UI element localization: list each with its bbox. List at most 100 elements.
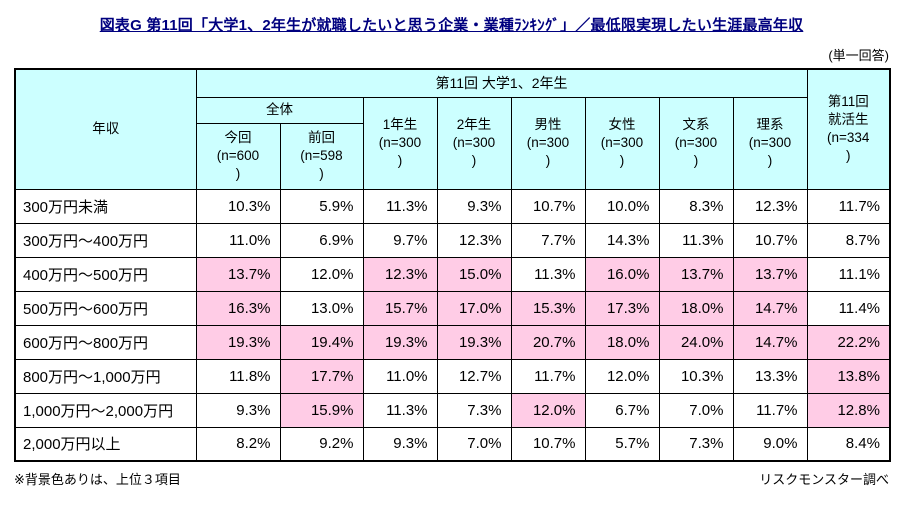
- value-cell: 10.3%: [195, 188, 281, 224]
- value-cell: 24.0%: [658, 324, 734, 360]
- value-cell: 11.1%: [806, 256, 891, 292]
- value-cell: 7.3%: [658, 426, 734, 462]
- value-cell: 16.0%: [584, 256, 660, 292]
- value-cell: 11.7%: [806, 188, 891, 224]
- value-cell: 9.3%: [436, 188, 512, 224]
- highlight-footnote: ※背景色ありは、上位３項目: [14, 472, 181, 487]
- value-cell: 6.7%: [584, 392, 660, 428]
- value-cell: 11.8%: [195, 358, 281, 394]
- column-header-shukatsusei: 第11回 就活生 (n=334 ): [806, 68, 891, 190]
- value-cell: 9.3%: [362, 426, 438, 462]
- value-cell: 19.3%: [436, 324, 512, 360]
- table-row: 400万円～500万円 13.7% 12.0% 12.3% 15.0% 11.3% 16.0…: [14, 256, 891, 292]
- value-cell: 20.7%: [510, 324, 586, 360]
- value-cell: 19.3%: [195, 324, 281, 360]
- header-row-3: 今回 (n=600 ) 前回 (n=598 ): [15, 122, 890, 190]
- value-cell: 13.7%: [195, 256, 281, 292]
- table-body: 300万円未満 10.3% 5.9% 11.3% 9.3% 10.7% 10.0% 8.3% 1…: [14, 188, 891, 462]
- value-cell: 12.3%: [732, 188, 808, 224]
- value-cell: 12.0%: [584, 358, 660, 394]
- value-cell: 15.3%: [510, 290, 586, 326]
- value-cell: 16.3%: [195, 290, 281, 326]
- value-cell: 12.0%: [510, 392, 586, 428]
- value-cell: 9.3%: [195, 392, 281, 428]
- value-cell: 7.3%: [436, 392, 512, 428]
- row-label: 300万円～400万円: [14, 222, 197, 258]
- column-header-dansei: 男性 (n=300 ): [510, 96, 586, 190]
- table-row: 600万円～800万円 19.3% 19.4% 19.3% 19.3% 20.7% 18.0…: [14, 324, 891, 360]
- value-cell: 17.3%: [584, 290, 660, 326]
- value-cell: 11.3%: [362, 188, 438, 224]
- value-cell: 6.9%: [279, 222, 364, 258]
- value-cell: 8.2%: [195, 426, 281, 462]
- value-cell: 7.0%: [658, 392, 734, 428]
- figure-title: 図表G 第11回「大学1、2年生が就職したいと思う企業・業種ﾗﾝｷﾝｸﾞ」／最低…: [99, 17, 804, 34]
- value-cell: 10.7%: [510, 426, 586, 462]
- table-row: 500万円～600万円 16.3% 13.0% 15.7% 17.0% 15.3% 17.3…: [14, 290, 891, 326]
- value-cell: 18.0%: [584, 324, 660, 360]
- value-cell: 12.0%: [279, 256, 364, 292]
- answer-type-note: (単一回答): [828, 48, 889, 63]
- table-row: 800万円～1,000万円 11.8% 17.7% 11.0% 12.7% 11.7% 12…: [14, 358, 891, 394]
- value-cell: 14.7%: [732, 324, 808, 360]
- value-cell: 5.7%: [584, 426, 660, 462]
- column-group-header: 第11回 大学1、2年生: [195, 68, 808, 98]
- value-cell: 10.7%: [510, 188, 586, 224]
- value-cell: 10.3%: [658, 358, 734, 394]
- value-cell: 10.7%: [732, 222, 808, 258]
- source-credit: リスクモンスター調べ: [759, 472, 889, 487]
- value-cell: 9.0%: [732, 426, 808, 462]
- header-row-2: 全体 1年生 (n=300 ) 2年生 (n=300 ) 男性 (n=300 )…: [15, 96, 890, 190]
- column-header-bunkei: 文系 (n=300 ): [658, 96, 734, 190]
- column-header-rikei: 理系 (n=300 ): [732, 96, 808, 190]
- column-header-2nensei: 2年生 (n=300 ): [436, 96, 512, 190]
- value-cell: 5.9%: [279, 188, 364, 224]
- column-header-josei: 女性 (n=300 ): [584, 96, 660, 190]
- value-cell: 17.7%: [279, 358, 364, 394]
- table-row: 300万円～400万円 11.0% 6.9% 9.7% 12.3% 7.7% 14.3% 11…: [14, 222, 891, 258]
- column-header-zentai: 全体: [195, 96, 364, 124]
- value-cell: 15.9%: [279, 392, 364, 428]
- row-label: 500万円～600万円: [14, 290, 197, 326]
- table-row: 1,000万円～2,000万円 9.3% 15.9% 11.3% 7.3% 12.0% 6.…: [14, 392, 891, 428]
- value-cell: 12.3%: [362, 256, 438, 292]
- value-cell: 11.4%: [806, 290, 891, 326]
- value-cell: 13.3%: [732, 358, 808, 394]
- value-cell: 8.4%: [806, 426, 891, 462]
- value-cell: 8.3%: [658, 188, 734, 224]
- table-header: 年収 第11回 大学1、2年生 第11回 就活生 (n=334 ) 全体 1年生…: [14, 68, 891, 190]
- value-cell: 14.7%: [732, 290, 808, 326]
- value-cell: 9.2%: [279, 426, 364, 462]
- value-cell: 11.3%: [658, 222, 734, 258]
- value-cell: 11.7%: [510, 358, 586, 394]
- row-label: 1,000万円～2,000万円: [14, 392, 197, 428]
- value-cell: 8.7%: [806, 222, 891, 258]
- column-header-zenkai: 前回 (n=598 ): [279, 122, 364, 190]
- value-cell: 14.3%: [584, 222, 660, 258]
- column-header-konkai: 今回 (n=600 ): [195, 122, 281, 190]
- value-cell: 11.0%: [362, 358, 438, 394]
- value-cell: 7.0%: [436, 426, 512, 462]
- column-header-nenshu: 年収: [14, 68, 197, 190]
- table-row: 300万円未満 10.3% 5.9% 11.3% 9.3% 10.7% 10.0% 8.3% 1…: [14, 188, 891, 224]
- value-cell: 19.3%: [362, 324, 438, 360]
- value-cell: 18.0%: [658, 290, 734, 326]
- column-header-1nensei: 1年生 (n=300 ): [362, 96, 438, 190]
- value-cell: 11.7%: [732, 392, 808, 428]
- row-label: 600万円～800万円: [14, 324, 197, 360]
- value-cell: 10.0%: [584, 188, 660, 224]
- value-cell: 13.8%: [806, 358, 891, 394]
- value-cell: 15.0%: [436, 256, 512, 292]
- value-cell: 22.2%: [806, 324, 891, 360]
- value-cell: 19.4%: [279, 324, 364, 360]
- table-row: 2,000万円以上 8.2% 9.2% 9.3% 7.0% 10.7% 5.7% 7.3% 9.…: [14, 426, 891, 462]
- value-cell: 12.7%: [436, 358, 512, 394]
- value-cell: 13.0%: [279, 290, 364, 326]
- value-cell: 17.0%: [436, 290, 512, 326]
- value-cell: 11.0%: [195, 222, 281, 258]
- value-cell: 13.7%: [732, 256, 808, 292]
- row-label: 300万円未満: [14, 188, 197, 224]
- value-cell: 13.7%: [658, 256, 734, 292]
- row-label: 800万円～1,000万円: [14, 358, 197, 394]
